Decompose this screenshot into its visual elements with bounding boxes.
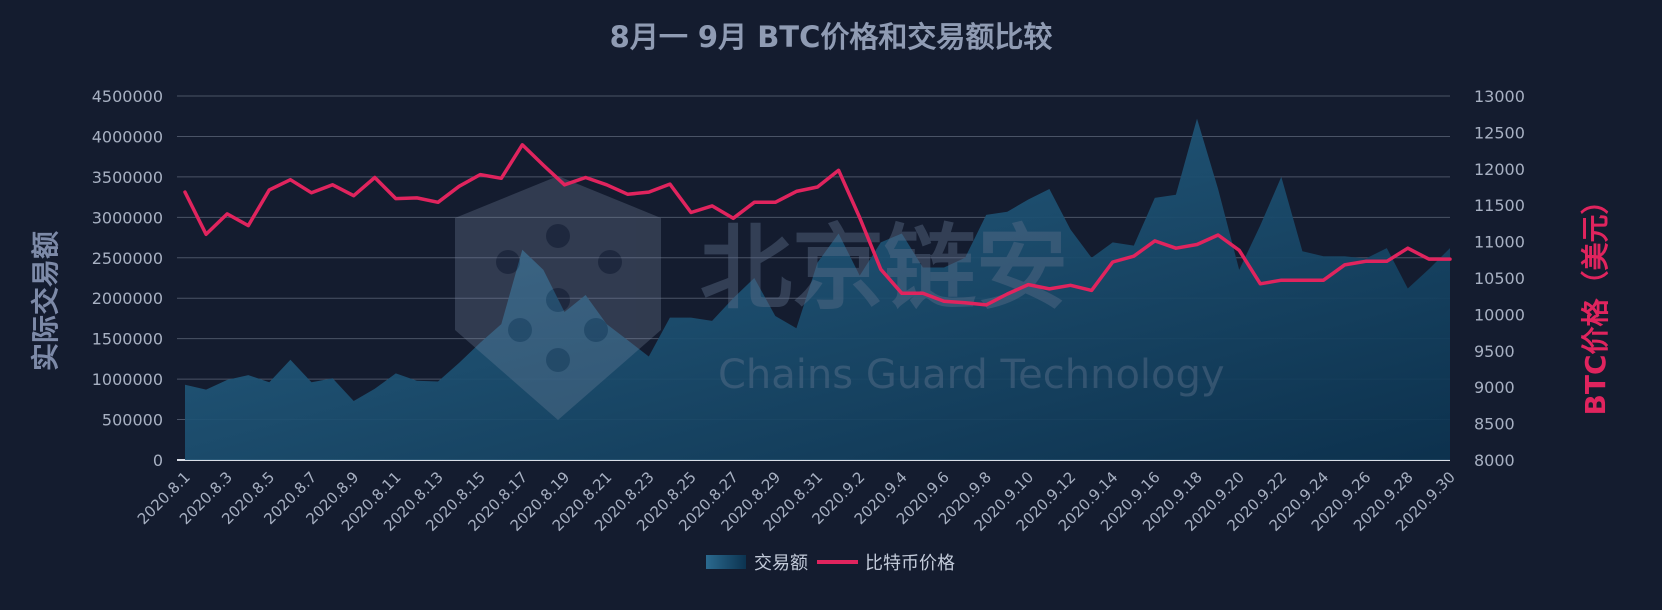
- left-tick-label: 1000000: [92, 370, 163, 389]
- volume-area: [185, 118, 1450, 460]
- left-tick-label: 2500000: [92, 249, 163, 268]
- right-tick-label: 12000: [1474, 160, 1525, 179]
- left-axis-label: 实际交易额: [29, 231, 62, 371]
- right-tick-label: 9500: [1474, 342, 1515, 361]
- watermark: 北京链安 Chains Guard Technology: [455, 176, 1225, 420]
- left-axis-ticks: 0 500000 1000000 1500000 2000000 2500000 30000…: [92, 87, 163, 470]
- left-tick-label: 0: [153, 451, 163, 470]
- legend-volume-label: 交易额: [754, 553, 808, 574]
- left-tick-label: 4000000: [92, 127, 163, 146]
- right-tick-label: 10500: [1474, 269, 1525, 288]
- left-tick-label: 500000: [102, 411, 163, 430]
- right-tick-label: 8000: [1474, 451, 1515, 470]
- right-tick-label: 8500: [1474, 415, 1515, 434]
- volume-area-layer: [185, 118, 1450, 460]
- legend-volume-swatch: [706, 555, 746, 569]
- price-line: [183, 143, 1452, 307]
- right-tick-label: 10000: [1474, 305, 1525, 324]
- left-tick-label: 3500000: [92, 168, 163, 187]
- right-tick-label: 12500: [1474, 123, 1525, 142]
- right-axis-label: BTC价格（美元）: [1579, 187, 1612, 416]
- left-tick-label: 3000000: [92, 208, 163, 227]
- legend-price-label: 比特币价格: [865, 553, 955, 574]
- left-tick-label: 2000000: [92, 289, 163, 308]
- chart-title: 8月一 9月 BTC价格和交易额比较: [610, 20, 1053, 54]
- right-tick-label: 9000: [1474, 378, 1515, 397]
- right-tick-label: 13000: [1474, 87, 1525, 106]
- right-axis-ticks: 8000 8500 9000 9500 10000 10500 11000 11500 1200…: [1474, 87, 1525, 470]
- price-line-layer: [183, 143, 1452, 307]
- right-tick-label: 11500: [1474, 196, 1525, 215]
- x-axis-ticks: 2020.8.12020.8.32020.8.52020.8.72020.8.9…: [134, 468, 1459, 535]
- left-tick-label: 1500000: [92, 330, 163, 349]
- right-tick-label: 11000: [1474, 233, 1525, 252]
- watermark-logo: [455, 176, 661, 420]
- legend: 交易额 比特币价格: [706, 553, 955, 574]
- watermark-cn: 北京链安: [700, 215, 1068, 322]
- left-tick-label: 4500000: [92, 87, 163, 106]
- watermark-en: Chains Guard Technology: [718, 352, 1225, 398]
